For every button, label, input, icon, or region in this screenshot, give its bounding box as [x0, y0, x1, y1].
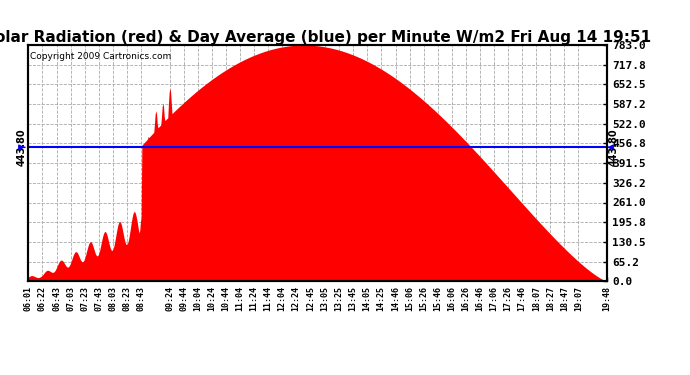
Text: Solar Radiation (red) & Day Average (blue) per Minute W/m2 Fri Aug 14 19:51: Solar Radiation (red) & Day Average (blu… — [0, 30, 651, 45]
Text: 443.80: 443.80 — [609, 129, 618, 166]
Text: 443.80: 443.80 — [17, 129, 27, 166]
Text: Copyright 2009 Cartronics.com: Copyright 2009 Cartronics.com — [30, 52, 172, 61]
